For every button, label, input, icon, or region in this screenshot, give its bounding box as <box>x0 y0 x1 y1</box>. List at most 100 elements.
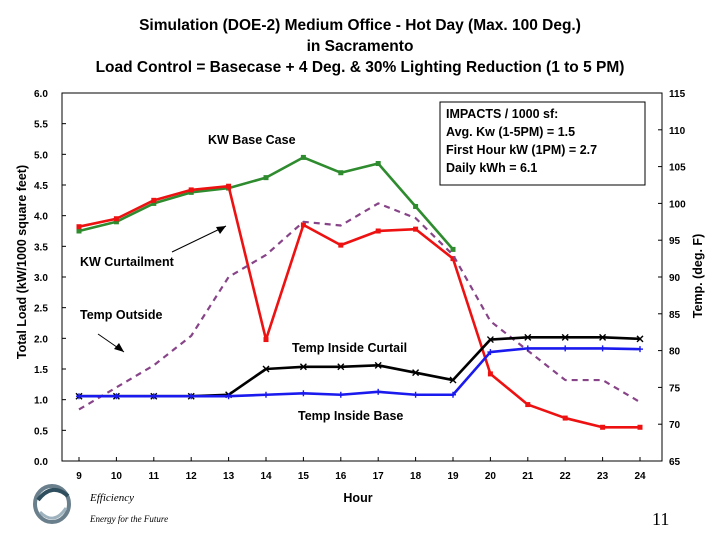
impacts-box <box>439 101 646 186</box>
x-tick-label: 16 <box>335 471 347 482</box>
point-temp-inside-base <box>300 390 307 397</box>
point-kw-curtailment <box>375 228 381 234</box>
x-tick-label: 13 <box>223 471 235 482</box>
y2-tick-label: 110 <box>669 126 686 137</box>
y-tick-label: 5.0 <box>34 150 48 161</box>
y2-tick-label: 75 <box>669 383 681 394</box>
point-temp-inside-curtail <box>299 363 307 371</box>
y-tick-label: 3.5 <box>34 242 48 253</box>
y2-tick-label: 90 <box>669 273 681 284</box>
point-temp-inside-base <box>450 391 456 398</box>
point-temp-inside-curtail <box>524 333 532 341</box>
x-tick-label: 11 <box>149 471 160 482</box>
kw-curtailment-arrow <box>171 225 227 253</box>
point-kw-curtailment <box>300 222 306 228</box>
y2-tick-label: 65 <box>669 457 681 468</box>
series-line-temp-outside <box>78 202 641 411</box>
y-axis-title: Total Load (kW/1000 square feet) <box>15 165 29 359</box>
series-line-kw-curtailment <box>78 184 640 429</box>
point-kw-base-case <box>450 246 456 252</box>
efficiency-logo-icon <box>33 484 71 524</box>
annotation-temp-inside-curtail: Temp Inside Curtail <box>292 341 407 355</box>
point-temp-inside-base <box>337 391 344 398</box>
point-temp-inside-base <box>113 393 120 400</box>
y2-tick-label: 95 <box>669 236 681 247</box>
point-kw-base-case <box>263 175 269 181</box>
point-kw-base-case <box>338 170 344 176</box>
y2-axis-title: Temp. (deg. F) <box>691 234 705 319</box>
x-tick-label: 9 <box>76 471 82 482</box>
point-temp-inside-base <box>76 393 82 400</box>
x-tick-label: 23 <box>597 471 609 482</box>
y-tick-label: 1.0 <box>34 396 48 407</box>
x-tick-label: 12 <box>186 471 198 482</box>
point-kw-curtailment <box>562 415 568 421</box>
chart-title-line-2: in Sacramento <box>306 38 414 55</box>
x-tick-label: 14 <box>260 471 272 482</box>
point-kw-base-case <box>151 200 157 206</box>
point-temp-inside-base <box>412 391 419 398</box>
point-kw-curtailment <box>76 224 82 230</box>
temp-outside-arrowhead <box>114 343 124 352</box>
annotation-kw-base-case: KW Base Case <box>208 133 296 147</box>
y-tick-label: 6.0 <box>34 89 48 100</box>
point-kw-curtailment <box>525 402 531 408</box>
chart-title-line-3: Load Control = Basecase + 4 Deg. & 30% L… <box>95 59 625 76</box>
impacts-avg-kw: Avg. Kw (1-5PM) = 1.5 <box>446 125 575 139</box>
annotation-temp-inside-base: Temp Inside Base <box>298 409 403 423</box>
point-kw-base-case <box>300 154 306 160</box>
x-tick-label: 24 <box>634 471 646 482</box>
point-temp-inside-curtail <box>262 365 270 373</box>
x-tick-label: 21 <box>522 471 534 482</box>
point-kw-curtailment <box>600 424 606 430</box>
point-kw-curtailment <box>188 187 194 193</box>
point-kw-curtailment <box>338 242 344 248</box>
point-kw-curtailment <box>413 226 419 232</box>
y-tick-label: 2.5 <box>34 304 48 315</box>
impacts-first-hour-kw: First Hour kW (1PM) = 2.7 <box>446 143 597 157</box>
point-temp-inside-base <box>524 345 531 352</box>
point-temp-inside-base <box>637 346 643 353</box>
annotation-kw-curtailment: KW Curtailment <box>80 255 175 269</box>
y-tick-label: 0.0 <box>34 457 48 468</box>
point-temp-inside-base <box>562 345 569 352</box>
y2-tick-label: 80 <box>669 347 681 358</box>
y2-tick-label: 70 <box>669 420 681 431</box>
x-tick-label: 19 <box>447 471 459 482</box>
point-kw-curtailment <box>226 183 232 189</box>
point-kw-base-case <box>76 228 82 234</box>
point-temp-inside-base <box>599 345 606 352</box>
y2-tick-label: 105 <box>669 163 686 174</box>
y2-tick-label: 85 <box>669 310 681 321</box>
y-tick-label: 4.5 <box>34 181 48 192</box>
y-tick-label: 5.5 <box>34 120 48 131</box>
impacts-daily-kwh: Daily kWh = 6.1 <box>446 161 537 175</box>
point-temp-inside-curtail <box>449 376 457 384</box>
y-tick-label: 3.0 <box>34 273 48 284</box>
point-temp-inside-curtail <box>374 361 382 369</box>
point-temp-inside-curtail <box>412 369 420 377</box>
point-temp-inside-base <box>375 388 382 395</box>
y2-tick-label: 100 <box>669 199 686 210</box>
series-line-kw-base-case <box>78 156 454 251</box>
point-temp-inside-curtail <box>561 333 569 341</box>
y-tick-label: 4.0 <box>34 212 48 223</box>
point-temp-inside-base <box>188 393 195 400</box>
y-tick-label: 0.5 <box>34 426 48 437</box>
point-kw-curtailment <box>637 424 643 430</box>
point-kw-curtailment <box>487 371 493 377</box>
x-tick-label: 15 <box>298 471 310 482</box>
point-temp-inside-base <box>487 349 494 356</box>
x-tick-label: 10 <box>111 471 123 482</box>
point-temp-inside-base <box>263 391 269 398</box>
point-kw-curtailment <box>263 337 269 343</box>
x-tick-label: 22 <box>560 471 572 482</box>
logo-name: Efficiency <box>90 492 134 504</box>
kw-curtailment-arrowhead <box>216 226 226 234</box>
point-temp-inside-curtail <box>337 363 345 371</box>
axis-ticks: 0.0 0.5 1.0 1.5 2.0 2.5 3.0 3.5 4.0 4.5 5.0 5.5 6.0 6… <box>34 89 686 482</box>
point-kw-base-case <box>413 203 419 209</box>
point-temp-inside-base <box>150 393 157 400</box>
point-kw-curtailment <box>113 216 119 222</box>
